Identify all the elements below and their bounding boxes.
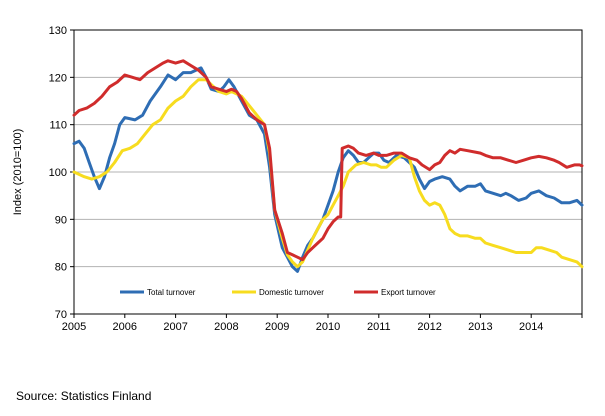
legend-label: Export turnover — [381, 288, 436, 297]
series-line-total-turnover — [72, 66, 584, 273]
series-lines — [72, 59, 584, 273]
x-tick-label: 2011 — [367, 321, 391, 333]
legend-label: Domestic turnover — [259, 288, 324, 297]
x-tick-label: 2014 — [519, 321, 543, 333]
legend-label: Total turnover — [147, 288, 196, 297]
y-tick-label: 120 — [49, 72, 67, 84]
x-tick-label: 2009 — [265, 321, 289, 333]
x-tick-label: 2013 — [468, 321, 492, 333]
y-tick-label: 70 — [55, 309, 67, 321]
y-axis-ticks: 70 80 90 100 110 120 130 — [49, 25, 74, 321]
x-tick-label: 2012 — [417, 321, 441, 333]
y-tick-label: 130 — [49, 25, 67, 37]
x-tick-label: 2007 — [163, 321, 187, 333]
series-line-domestic-turnover — [72, 78, 584, 269]
x-tick-label: 2008 — [214, 321, 238, 333]
y-tick-label: 90 — [55, 214, 67, 226]
y-tick-label: 80 — [55, 262, 67, 274]
y-tick-label: 100 — [49, 167, 67, 179]
legend: Total turnover Domestic turnover Export tu… — [120, 288, 436, 297]
y-tick-label: 110 — [49, 120, 67, 132]
horizontal-gridlines — [74, 76, 582, 268]
x-axis-ticks: 2005 2006 2007 2008 2009 2010 2011 2012 2013 2014 — [62, 314, 583, 333]
series-line-export-turnover — [72, 59, 584, 262]
source-note: Source: Statistics Finland — [16, 389, 152, 403]
x-tick-label: 2010 — [316, 321, 340, 333]
x-tick-label: 2005 — [62, 321, 86, 333]
y-axis-title: Index (2010=100) — [12, 129, 24, 216]
x-tick-label: 2006 — [113, 321, 137, 333]
